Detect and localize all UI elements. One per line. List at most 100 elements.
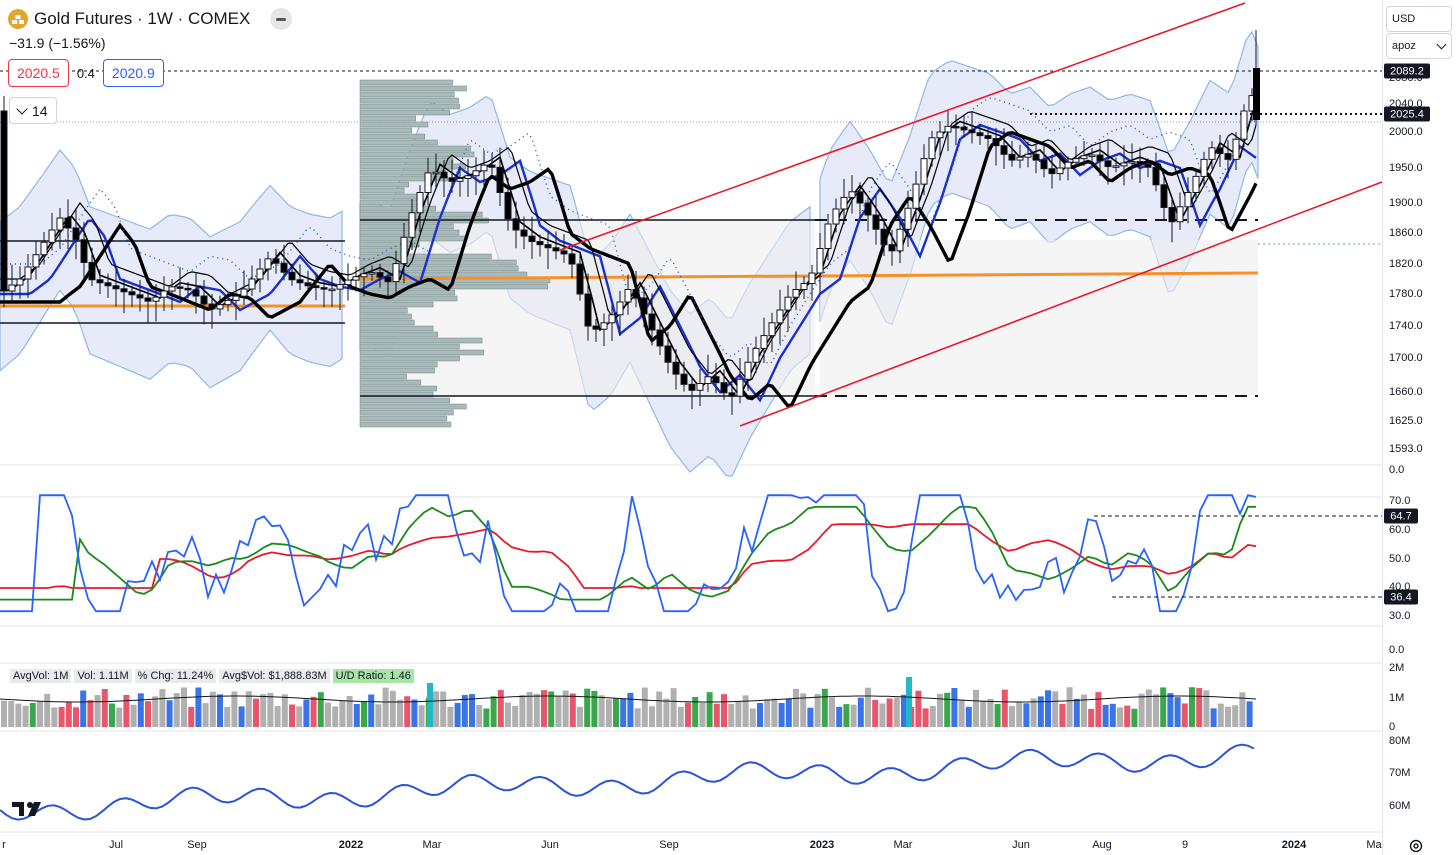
candle-body <box>1120 162 1128 167</box>
candle-body <box>904 207 912 230</box>
volume-bar <box>8 701 15 727</box>
gold-bars-icon <box>8 9 28 29</box>
candle-body <box>648 313 656 331</box>
buy-button[interactable]: 2020.9 <box>102 59 164 87</box>
volume-bar <box>1167 693 1174 727</box>
volume-bar <box>1196 688 1203 727</box>
volume-bar <box>929 705 936 727</box>
candle-body <box>712 376 720 384</box>
candle-body <box>680 373 688 385</box>
volume-bar <box>944 692 951 727</box>
candle-body <box>752 347 760 363</box>
volume-axis-label: 0 <box>1389 721 1396 733</box>
symbol-title[interactable]: Gold Futures · 1W · COMEX <box>34 9 251 28</box>
candle-body <box>360 273 368 278</box>
volume-bar <box>634 708 641 727</box>
volume-bar <box>303 699 310 727</box>
candle-body <box>1048 168 1056 175</box>
scale-select[interactable]: apoz <box>1386 33 1452 59</box>
volume-bar <box>699 702 706 727</box>
currency-select[interactable]: USD <box>1386 6 1452 32</box>
volume-bar <box>793 688 799 727</box>
volume-bar <box>857 697 864 727</box>
candle-body <box>488 164 496 168</box>
candle-body <box>600 322 608 330</box>
volume-bar <box>541 690 547 727</box>
volume-bar <box>22 705 29 727</box>
currency-value: USD <box>1392 13 1416 25</box>
volume-profile-bar <box>359 409 454 416</box>
volume-bar <box>677 706 684 727</box>
minus-icon[interactable] <box>270 8 293 30</box>
candle-body <box>1072 158 1080 163</box>
volume-profile-bar <box>359 259 517 266</box>
candle-body <box>888 244 896 252</box>
time-axis-label: r <box>2 839 6 851</box>
volume-profile-bar <box>359 289 455 296</box>
volume-bar <box>1016 701 1023 727</box>
price-axis-panel[interactable] <box>1382 0 1456 855</box>
trend-channel <box>559 2 1383 427</box>
volume-bar <box>785 698 792 727</box>
candle-body <box>1104 160 1112 168</box>
candle-body <box>184 287 192 291</box>
volume-bar <box>519 694 526 727</box>
volume-bar <box>670 688 677 727</box>
volume-bar <box>906 677 912 727</box>
volume-bar <box>872 699 879 727</box>
candle-body <box>584 293 592 327</box>
volume-bar <box>713 703 720 727</box>
volume-bar <box>454 702 461 727</box>
volume-profile-bar <box>359 133 426 140</box>
volume-bar <box>1239 692 1246 727</box>
candle-body <box>736 378 744 397</box>
volume-bar <box>562 690 569 727</box>
volume-bar <box>37 701 43 727</box>
volume-bar <box>195 687 202 727</box>
volume-bar <box>238 706 245 727</box>
volume-bar <box>555 696 562 727</box>
candle-body <box>104 282 112 287</box>
volume-bar <box>764 699 771 727</box>
volume-bar <box>1210 708 1217 727</box>
volume-bar <box>310 696 317 727</box>
volume-bar <box>58 706 65 727</box>
volume-profile-bar <box>359 421 452 428</box>
volume-bar <box>649 706 655 727</box>
volume-bar <box>1232 705 1239 727</box>
candle-body <box>72 227 80 241</box>
volume-bar <box>382 687 389 727</box>
candle-body <box>512 218 520 231</box>
candle-body <box>784 296 792 311</box>
candle-body <box>992 137 1000 147</box>
volume-profile-bar <box>359 181 409 188</box>
volume-bar <box>1088 708 1095 727</box>
volume-profile-bar <box>359 115 416 122</box>
volume-profile-bar <box>359 361 438 368</box>
sell-button[interactable]: 2020.5 <box>8 59 69 87</box>
candle-body <box>448 177 456 182</box>
volume-bar <box>15 703 22 727</box>
candle-body <box>616 301 624 316</box>
volume-bar <box>641 687 648 727</box>
candle-body <box>928 137 936 160</box>
vol-label: Vol: 1.11M <box>74 669 132 683</box>
volume-bar <box>281 694 288 727</box>
candle-body <box>288 271 296 281</box>
candle-body <box>936 131 944 139</box>
volume-bar <box>728 703 735 727</box>
tradingview-logo-icon[interactable] <box>12 800 46 823</box>
volume-bar <box>1081 694 1087 727</box>
volume-bar <box>44 693 51 727</box>
volume-bar <box>886 698 893 727</box>
volume-bar <box>217 694 223 727</box>
volume-bar <box>152 696 159 727</box>
time-axis-label: Aug <box>1092 839 1112 851</box>
keltner-bands <box>0 30 1259 477</box>
indicators-toggle-button[interactable]: 14 <box>9 97 57 124</box>
pct-chg-label: % Chg: 11.24% <box>134 669 217 683</box>
candle-body <box>504 192 512 220</box>
gear-icon[interactable] <box>1408 838 1424 854</box>
candle-body <box>1144 163 1152 168</box>
